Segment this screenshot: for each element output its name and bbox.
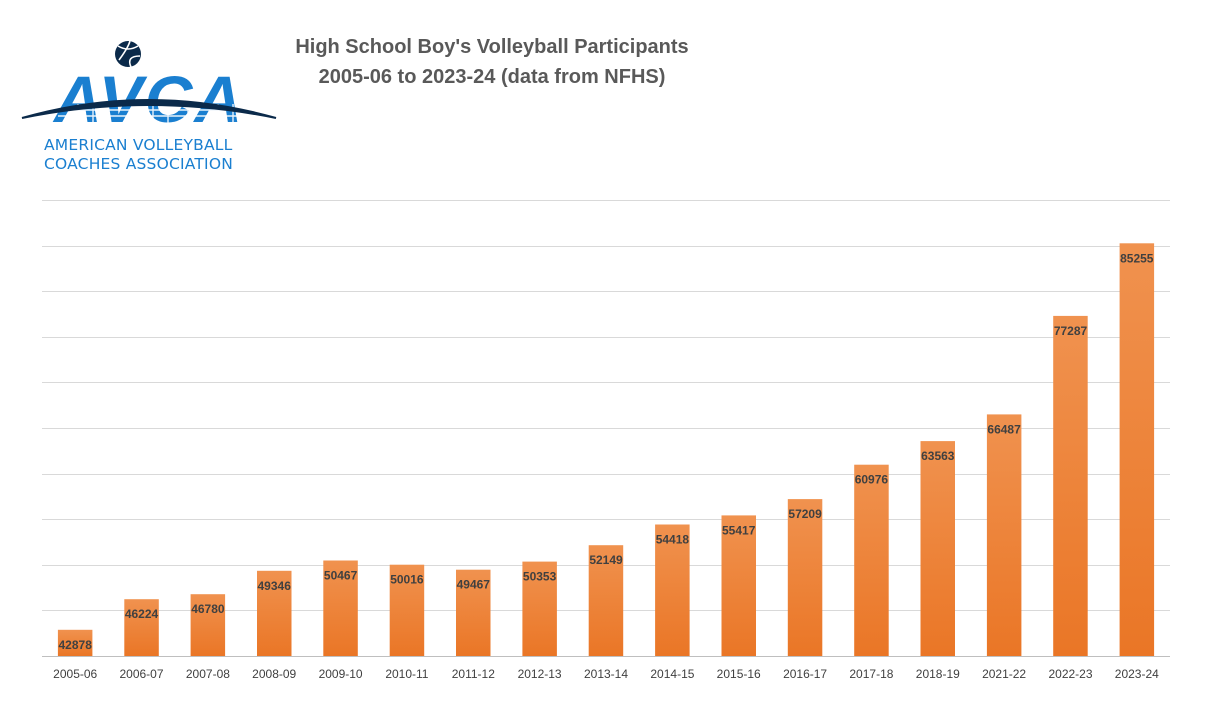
data-label: 60976 (855, 473, 889, 487)
x-tick-label: 2013-14 (584, 667, 628, 681)
data-label: 46780 (191, 602, 225, 616)
x-tick-label: 2012-13 (518, 667, 562, 681)
bars (57, 243, 1155, 657)
bar-2011-12 (456, 569, 491, 656)
data-label: 42878 (59, 638, 93, 652)
logo-name-line-1: AMERICAN VOLLEYBALL (44, 136, 233, 154)
data-label: 66487 (987, 422, 1021, 436)
chart-title: High School Boy's Volleyball Participant… (295, 36, 689, 58)
x-tick-label: 2009-10 (319, 667, 363, 681)
bar-2013-14 (588, 545, 624, 656)
bar-2021-22 (986, 414, 1022, 656)
bar-2012-13 (522, 561, 557, 656)
x-tick-label: 2008-09 (252, 667, 296, 681)
bar-labels: 42878 46224 46780 49346 50467 50016 49467 50353… (59, 251, 1154, 652)
x-tick-label: 2010-11 (385, 667, 428, 681)
bar-2010-11 (389, 564, 425, 656)
data-label: 49346 (258, 579, 292, 593)
volleyball-icon (115, 40, 141, 68)
x-tick-label: 2006-07 (119, 667, 163, 681)
avca-wordmark-graphic: AVCA (21, 40, 277, 136)
x-tick-label: 2023-24 (1115, 667, 1159, 681)
bar-2018-19 (920, 441, 955, 656)
x-tick-label: 2017-18 (849, 667, 893, 681)
bar-2016-17 (787, 499, 823, 656)
x-tick-label: 2011-12 (452, 667, 495, 681)
bar-2007-08 (190, 594, 226, 656)
x-tick-label: 2005-06 (53, 667, 97, 681)
bar-2022-23 (1053, 315, 1088, 656)
logo-swoosh (21, 99, 277, 119)
bar-2015-16 (721, 515, 756, 656)
x-tick-label: 2018-19 (916, 667, 960, 681)
bar-2006-07 (124, 599, 159, 656)
data-label: 85255 (1120, 251, 1154, 265)
data-label: 52149 (589, 553, 623, 567)
x-tick-label: 2021-22 (982, 667, 1026, 681)
data-label: 46224 (125, 607, 159, 621)
x-tick-label: 2007-08 (186, 667, 230, 681)
x-tick-label: 2015-16 (717, 667, 761, 681)
data-label: 57209 (788, 507, 822, 521)
data-label: 55417 (722, 523, 756, 537)
x-tick-label: 2022-23 (1048, 667, 1092, 681)
logo-organization-name: AMERICAN VOLLEYBALL COACHES ASSOCIATION (44, 136, 284, 174)
data-label: 50016 (390, 573, 424, 587)
chart-title-block: High School Boy's Volleyball Participant… (292, 32, 692, 92)
logo-name-line-2: COACHES ASSOCIATION (44, 155, 234, 173)
chart-subtitle: 2005-06 to 2023-24 (data from NFHS) (318, 66, 666, 88)
x-axis-tick-labels: 2005-06 2006-07 2007-08 2008-09 2009-10 2010-… (53, 667, 1159, 681)
bar-2014-15 (655, 524, 690, 656)
data-label: 63563 (921, 449, 955, 463)
bar-2009-10 (323, 560, 358, 656)
data-label: 50353 (523, 570, 557, 584)
data-label: 49467 (457, 578, 491, 592)
bar-2017-18 (854, 464, 889, 656)
data-label: 54418 (656, 533, 690, 547)
data-label: 50467 (324, 569, 358, 583)
x-tick-label: 2014-15 (650, 667, 694, 681)
bar-2023-24 (1119, 243, 1155, 657)
data-label: 77287 (1054, 324, 1088, 338)
x-tick-label: 2016-17 (783, 667, 827, 681)
avca-logo: AVCA AMERICAN VOLLEYBALL COACHES ASSOCIA… (18, 36, 280, 176)
bar-2008-09 (257, 570, 292, 656)
logo-wordmark: AVCA (52, 62, 244, 136)
bar-2005-06 (57, 629, 93, 656)
